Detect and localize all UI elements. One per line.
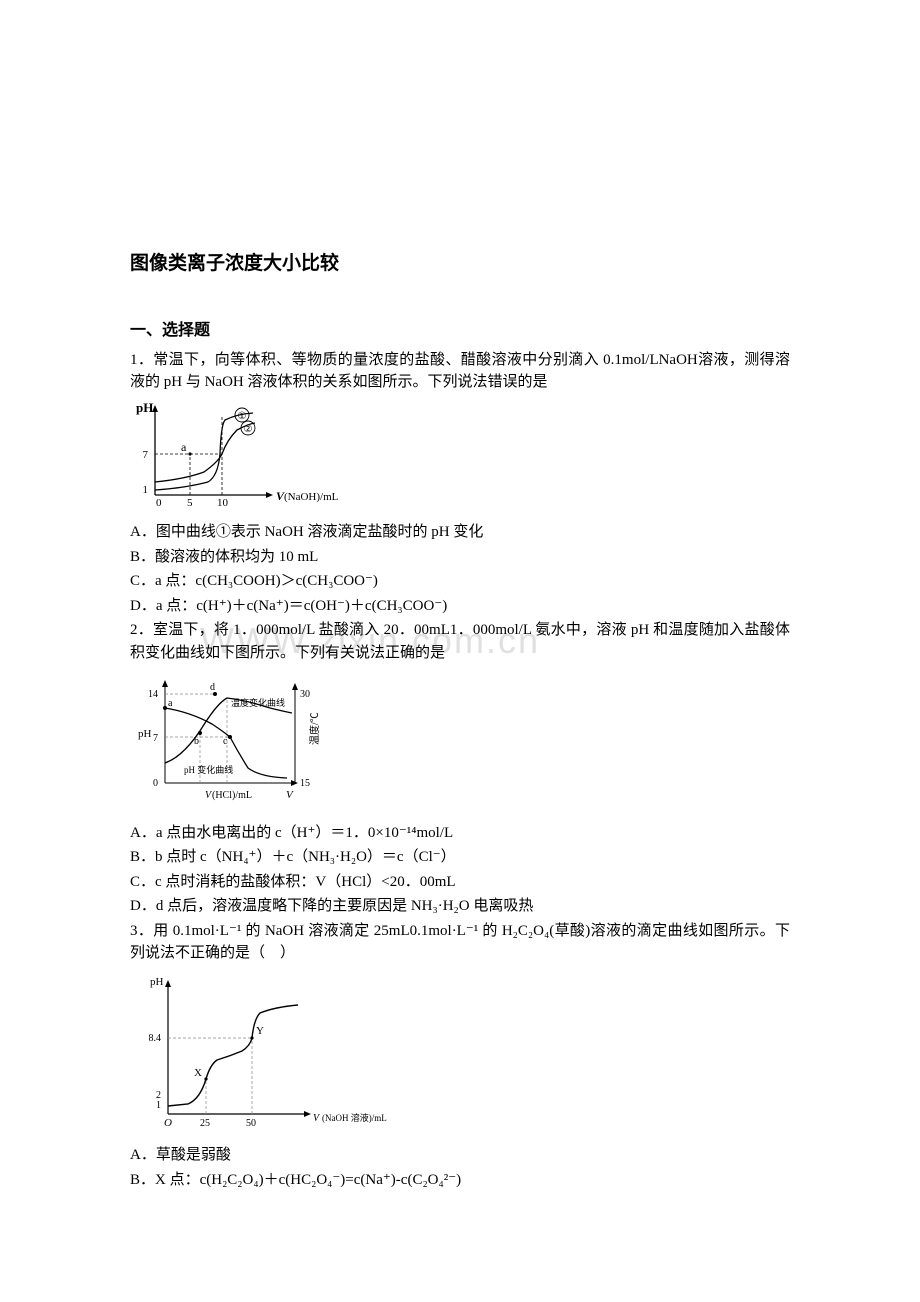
svg-text:b: b — [194, 736, 199, 747]
svg-text:a: a — [168, 698, 173, 709]
svg-text:0: 0 — [153, 778, 158, 789]
svg-text:pH: pH — [150, 976, 164, 988]
svg-text:(HCl)/mL: (HCl)/mL — [212, 790, 252, 801]
svg-text:②: ② — [244, 424, 253, 435]
q2-option-b: B．b 点时 c（NH₄⁺）＋c（NH₃·H₂O）＝c（Cl⁻） — [130, 846, 790, 869]
svg-text:(NaOH 溶液)/mL: (NaOH 溶液)/mL — [322, 1112, 387, 1123]
q3-option-a: A．草酸是弱酸 — [130, 1144, 790, 1167]
q2-number: 2 — [130, 622, 138, 638]
q1-figure: pH 7 1 0 5 10 ① ② a V (NaOH)/mL — [130, 400, 790, 518]
q2-text: ．室温下，将 1．000mol/L 盐酸滴入 20．00mL1．000mol/L… — [130, 622, 790, 661]
svg-text:(NaOH)/mL: (NaOH)/mL — [284, 491, 339, 503]
q2-figure: 14 7 0 pH 30 15 温度/℃ V (HCl)/mL V a — [130, 670, 790, 818]
document-page: 图像类离子浓度大小比较 一、选择题 1．常温下，向等体积、等物质的量浓度的盐酸、… — [0, 0, 920, 1233]
q2-option-c: C．c 点时消耗的盐酸体积：V（HCl）<20．00mL — [130, 871, 790, 894]
question-2: 2．室温下，将 1．000mol/L 盐酸滴入 20．00mL1．000mol/… — [130, 619, 790, 664]
q3-number: 3 — [130, 923, 138, 939]
svg-text:d: d — [210, 682, 215, 693]
svg-text:①: ① — [238, 411, 247, 422]
svg-text:7: 7 — [153, 733, 158, 744]
question-1: 1．常温下，向等体积、等物质的量浓度的盐酸、醋酸溶液中分别滴入 0.1mol/L… — [130, 349, 790, 394]
q1-number: 1 — [130, 352, 138, 368]
svg-text:25: 25 — [200, 1118, 210, 1129]
svg-text:8.4: 8.4 — [149, 1033, 162, 1044]
q1-option-b: B．酸溶液的体积均为 10 mL — [130, 546, 790, 569]
svg-text:温度/℃: 温度/℃ — [308, 712, 321, 745]
section-heading: 一、选择题 — [130, 319, 790, 343]
q1-option-a: A．图中曲线①表示 NaOH 溶液滴定盐酸时的 pH 变化 — [130, 521, 790, 544]
q3-option-b: B．X 点：c(H₂C₂O₄)＋c(HC₂O₄⁻)=c(Na⁺)-c(C₂O₄²… — [130, 1169, 790, 1192]
svg-text:50: 50 — [246, 1118, 256, 1129]
svg-text:15: 15 — [300, 778, 310, 789]
svg-text:1: 1 — [143, 484, 149, 496]
svg-text:O: O — [164, 1117, 172, 1129]
svg-text:1: 1 — [156, 1100, 161, 1111]
svg-text:5: 5 — [187, 497, 193, 509]
svg-text:7: 7 — [143, 449, 149, 461]
svg-text:X: X — [194, 1067, 202, 1079]
page-title: 图像类离子浓度大小比较 — [130, 250, 790, 279]
q2-option-d: D．d 点后，溶液温度略下降的主要原因是 NH₃·H₂O 电离吸热 — [130, 895, 790, 918]
svg-text:c: c — [223, 736, 228, 747]
svg-text:pH: pH — [136, 400, 153, 415]
q1-option-c: C．a 点：c(CH₃COOH)＞c(CH₃COO⁻) — [130, 570, 790, 593]
svg-text:温度变化曲线: 温度变化曲线 — [231, 697, 285, 708]
q3-figure: pH 8.4 2 1 O 25 50 V (NaOH 溶液)/mL X Y — [130, 971, 790, 1141]
q3-text: ．用 0.1mol·L⁻¹ 的 NaOH 溶液滴定 25mL0.1mol·L⁻¹… — [130, 923, 790, 962]
question-3: 3．用 0.1mol·L⁻¹ 的 NaOH 溶液滴定 25mL0.1mol·L⁻… — [130, 920, 790, 965]
svg-text:a: a — [181, 440, 187, 454]
q1-text: ．常温下，向等体积、等物质的量浓度的盐酸、醋酸溶液中分别滴入 0.1mol/LN… — [130, 352, 790, 391]
svg-text:30: 30 — [300, 689, 310, 700]
q1-option-d: D．a 点：c(H⁺)＋c(Na⁺)＝c(OH⁻)＋c(CH₃COO⁻) — [130, 595, 790, 618]
q2-option-a: A．a 点由水电离出的 c（H⁺）＝1．0×10⁻¹⁴mol/L — [130, 822, 790, 845]
svg-text:pH: pH — [138, 728, 152, 740]
svg-text:Y: Y — [256, 1025, 264, 1037]
svg-text:10: 10 — [217, 497, 229, 509]
svg-text:0: 0 — [156, 497, 162, 509]
svg-text:pH 变化曲线: pH 变化曲线 — [184, 764, 233, 775]
svg-text:14: 14 — [148, 689, 158, 700]
